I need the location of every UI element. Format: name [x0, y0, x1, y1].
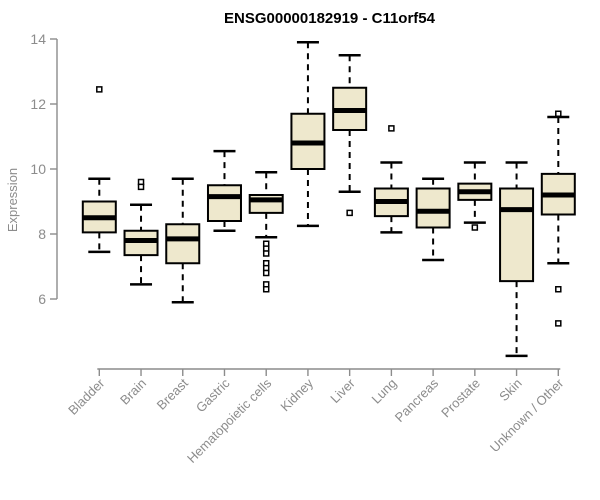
box-kidney [290, 41, 326, 228]
y-axis-title: Expression [5, 168, 20, 232]
box-skin [499, 161, 535, 358]
x-tick-label-pancreas: Pancreas [392, 375, 442, 425]
x-tick-label-prostate: Prostate [438, 376, 483, 421]
box-pancreas [415, 177, 451, 262]
y-tick-label: 12 [30, 96, 46, 112]
box-liver [332, 54, 368, 217]
x-tick-label-lung: Lung [368, 376, 399, 407]
chart-title: ENSG00000182919 - C11orf54 [224, 10, 435, 27]
outlier-point [555, 286, 562, 293]
outlier-point [555, 320, 562, 327]
box-rect [206, 184, 242, 222]
outlier-point [262, 269, 270, 277]
outlier-point [388, 125, 395, 132]
box-lung [373, 125, 409, 234]
outlier-point [137, 183, 145, 191]
y-tick-label: 6 [38, 291, 46, 307]
x-tick-label-skin: Skin [496, 376, 524, 404]
outlier-point [262, 286, 270, 293]
y-tick-label: 14 [30, 31, 46, 47]
box-brain [123, 178, 159, 286]
box-rect [415, 187, 451, 229]
box-breast [165, 177, 201, 304]
outlier-point [262, 250, 270, 257]
box-rect [165, 223, 201, 265]
outlier-point [346, 209, 353, 217]
x-tick-label-bladder: Bladder [65, 375, 108, 418]
outlier-point [555, 110, 562, 117]
y-tick-label: 8 [38, 226, 46, 242]
box-hematopoietic-cells [248, 171, 284, 293]
x-tick-label-brain: Brain [117, 376, 149, 408]
y-tick-label: 10 [30, 161, 46, 177]
x-tick-label-liver: Liver [327, 375, 358, 406]
outlier-point [471, 224, 479, 231]
box-gastric [206, 149, 242, 232]
box-prostate [457, 161, 493, 231]
outlier-point [96, 86, 103, 93]
x-tick-label-unknown-other: Unknown / Other [487, 375, 567, 455]
box-bladder [81, 86, 117, 254]
x-tick-label-gastric: Gastric [193, 375, 233, 415]
x-tick-label-breast: Breast [154, 375, 191, 412]
box-rect [499, 187, 535, 283]
box-unknown-other [540, 110, 576, 327]
x-tick-label-kidney: Kidney [277, 375, 316, 414]
